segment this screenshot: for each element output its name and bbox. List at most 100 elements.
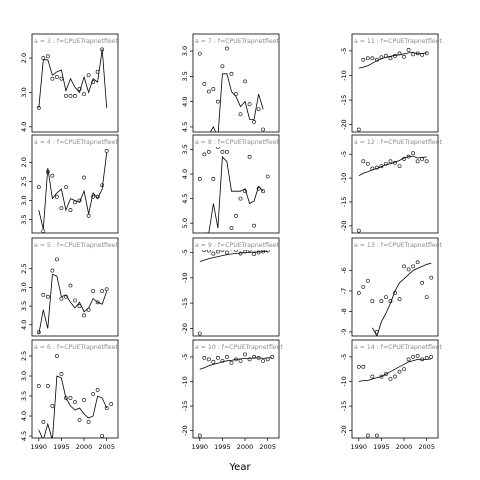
x-tick-label: 2000 (237, 443, 254, 451)
data-point (238, 358, 243, 363)
data-point (379, 374, 384, 379)
data-point (211, 359, 216, 364)
y-tick-label: 3.0 (181, 46, 189, 56)
data-point (247, 102, 252, 107)
data-point (388, 159, 393, 164)
data-point (356, 291, 361, 295)
y-tick-label: 4.5 (20, 431, 28, 441)
data-point (356, 364, 361, 369)
data-point (361, 159, 366, 164)
data-point (420, 52, 425, 57)
data-point (406, 357, 411, 362)
data-point (77, 304, 82, 308)
data-point (45, 54, 50, 59)
y-tick-label: 2.0 (20, 157, 28, 167)
data-point (100, 47, 105, 52)
y-tick-label: -15 (340, 197, 348, 208)
data-point (265, 250, 270, 253)
panel-title: a = 7 : f=CPUETrapnetfleet (195, 38, 280, 45)
data-point (197, 51, 202, 56)
data-point (225, 46, 229, 51)
data-point (86, 307, 91, 312)
data-point (86, 420, 91, 424)
data-point (91, 289, 96, 294)
fitted-line (372, 262, 432, 336)
panel: a = 7 : f=CPUETrapnetfleet 3.0 3.5 4.0 4.5 (181, 33, 280, 133)
data-point (220, 358, 225, 363)
panel-frame (31, 237, 119, 337)
data-point (411, 355, 416, 359)
data-point (402, 157, 406, 161)
y-tick-label: 4.0 (181, 169, 189, 179)
data-point (220, 250, 225, 252)
panel: a = 13 : f=CPUETrapnetfleet -6 -7 -8 -9 (340, 237, 442, 337)
y-tick-label: 3.5 (20, 301, 28, 311)
data-point (100, 434, 105, 438)
data-point (225, 250, 229, 255)
data-point (82, 398, 86, 402)
data-point (247, 250, 252, 252)
data-point (45, 384, 50, 388)
data-point (104, 406, 109, 410)
panel-title: a = 10 : f=CPUETrapnetfleet (195, 344, 283, 351)
data-point (59, 296, 64, 301)
panel: a = 14 : f=CPUETrapnetfleet-5-10-15-2019… (340, 339, 442, 451)
data-point (411, 151, 416, 156)
x-tick-label: 1995 (214, 443, 231, 451)
y-tick-label: -9 (340, 329, 348, 335)
data-point (234, 213, 238, 218)
data-point (41, 56, 46, 60)
y-tick-label: -5 (340, 151, 348, 157)
data-point (238, 251, 243, 256)
y-tick-label: -5 (340, 354, 348, 360)
data-point (73, 200, 77, 205)
data-point (365, 56, 370, 61)
panel-frame (31, 339, 119, 439)
data-point (420, 357, 425, 362)
y-tick-label: -10 (340, 173, 348, 184)
data-point (95, 194, 100, 199)
data-point (370, 166, 375, 171)
data-point (91, 392, 96, 396)
y-tick-label: 4.0 (20, 320, 28, 330)
y-tick-label: 4.0 (181, 96, 189, 106)
data-point (50, 76, 55, 81)
data-point (256, 107, 261, 112)
data-point (50, 404, 55, 408)
y-tick-label: -5 (340, 48, 348, 54)
data-point (424, 159, 429, 164)
data-point (36, 330, 41, 335)
panel: a = 9 : f=CPUETrapnetfleet -5 -10 -15 -20 (181, 237, 280, 337)
data-point (54, 354, 59, 358)
y-tick-label: 3.5 (181, 71, 189, 81)
panel: a = 5 : f=CPUETrapnetfleet 2.5 3.0 3.5 4.0 (20, 237, 119, 337)
data-point (206, 150, 211, 154)
data-point (361, 284, 366, 289)
data-point (252, 119, 257, 124)
panel: a = 8 : f=CPUETrapnetfleet 3.5 4.0 4.5 5.0 (181, 134, 280, 234)
data-point (388, 299, 393, 304)
fitted-line (358, 51, 427, 69)
data-point (365, 278, 370, 283)
y-tick-label: -5 (181, 249, 189, 255)
y-tick-label: 4.0 (20, 122, 28, 132)
data-point (256, 186, 261, 191)
x-tick-label: 2000 (396, 443, 413, 451)
y-tick-label: 2.0 (20, 53, 28, 63)
data-point (215, 355, 220, 360)
panel-title: a = 14 : f=CPUETrapnetfleet (354, 344, 442, 351)
data-point (252, 355, 257, 359)
data-point (252, 223, 257, 228)
data-point (206, 357, 211, 362)
data-point (247, 154, 252, 159)
x-tick-label: 1990 (192, 443, 209, 451)
y-tick-label: 4.5 (181, 122, 189, 132)
data-point (50, 268, 55, 273)
data-point (59, 76, 64, 81)
y-tick-label: 2.5 (20, 264, 28, 274)
panel-title: a = 8 : f=CPUETrapnetfleet (195, 139, 280, 146)
data-point (202, 82, 207, 86)
data-point (68, 93, 73, 98)
x-tick-label: 1995 (373, 443, 390, 451)
y-tick-label: 3.5 (181, 144, 189, 154)
